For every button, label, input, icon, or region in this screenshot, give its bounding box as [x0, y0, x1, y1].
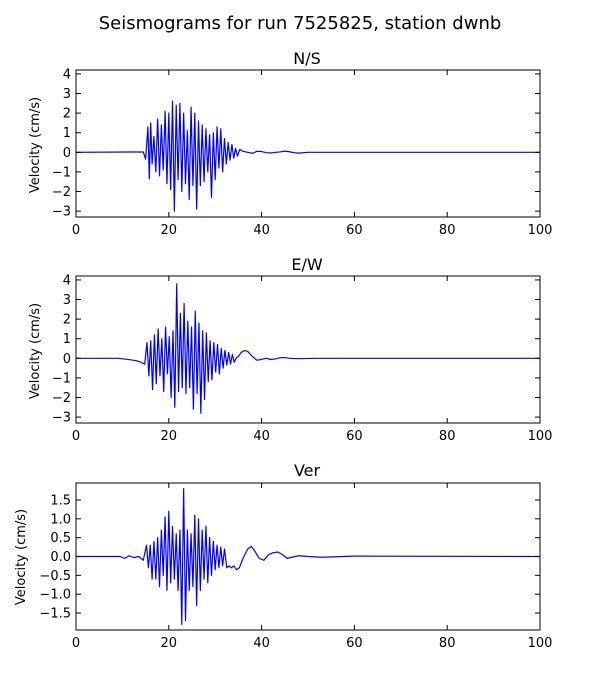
- x-tick-label: 100: [528, 429, 553, 444]
- y-tick-label: 0.5: [50, 531, 71, 546]
- series-line: [76, 488, 541, 625]
- y-tick-label: −3: [52, 205, 71, 220]
- x-tick-label: 0: [72, 429, 80, 444]
- y-axis-label: Velocity (cm/s): [28, 303, 43, 399]
- x-tick-label: 40: [253, 223, 270, 238]
- y-tick-label: −1: [52, 371, 71, 386]
- chart-panel-ns: N/S Velocity (cm/s) 0 20 40 60 80 100 −3 −2 −1 0 1…: [28, 49, 552, 238]
- y-tick-label: 4: [63, 67, 71, 82]
- plot-frame: [75, 275, 541, 424]
- y-tick-label: 0: [63, 352, 71, 367]
- y-tick-label: 3: [63, 87, 71, 102]
- series-line: [76, 283, 540, 414]
- chart-panel-ew: E/W Velocity (cm/s) 0 20 40 60 80 100 −3 −2 −1 0 1…: [28, 255, 552, 444]
- x-tick-label: 40: [253, 636, 270, 651]
- x-tick-label: 80: [439, 223, 456, 238]
- x-tick-label: 80: [439, 636, 456, 651]
- y-tick-label: 1: [63, 332, 71, 347]
- y-axis-label: Velocity (cm/s): [14, 509, 29, 605]
- y-tick-label: −1.0: [39, 588, 71, 603]
- y-tick-label: −2: [52, 185, 71, 200]
- y-tick-label: 0: [63, 146, 71, 161]
- series-line: [75, 100, 540, 212]
- x-tick-label: 60: [346, 636, 363, 651]
- x-tick-label: 80: [439, 429, 456, 444]
- y-tick-label: −1.5: [39, 607, 71, 622]
- x-tick-label: 60: [346, 223, 363, 238]
- x-tick-label: 20: [161, 223, 178, 238]
- y-tick-label: −0.5: [39, 569, 71, 584]
- x-tick-label: 60: [346, 429, 363, 444]
- chart-panel-ver: Ver Velocity (cm/s) 0 20 40 60 80 100 −1.5 −1.0…: [14, 461, 552, 651]
- y-tick-label: 2: [63, 107, 71, 122]
- y-axis-label: Velocity (cm/s): [28, 97, 43, 193]
- y-tick-label: 4: [63, 273, 71, 288]
- x-tick-label: 40: [253, 429, 270, 444]
- y-tick-label: −3: [52, 411, 71, 426]
- y-tick-label: 1.5: [50, 493, 71, 508]
- y-tick-label: −2: [52, 391, 71, 406]
- x-tick-label: 100: [528, 223, 553, 238]
- x-tick-label: 0: [72, 223, 80, 238]
- chart-title: N/S: [293, 49, 321, 68]
- y-tick-label: −1: [52, 165, 71, 180]
- plot-frame: [75, 69, 541, 218]
- chart-title: E/W: [291, 255, 323, 274]
- x-tick-label: 100: [528, 636, 553, 651]
- y-tick-label: 1.0: [50, 512, 71, 527]
- y-tick-label: 1: [63, 126, 71, 141]
- y-tick-label: 0.0: [50, 550, 71, 565]
- y-tick-label: 3: [63, 293, 71, 308]
- y-tick-label: 2: [63, 313, 71, 328]
- figure-title: Seismograms for run 7525825, station dwn…: [99, 13, 502, 34]
- x-tick-label: 20: [161, 636, 178, 651]
- chart-title: Ver: [294, 461, 321, 480]
- x-tick-label: 0: [72, 636, 80, 651]
- x-tick-label: 20: [161, 429, 178, 444]
